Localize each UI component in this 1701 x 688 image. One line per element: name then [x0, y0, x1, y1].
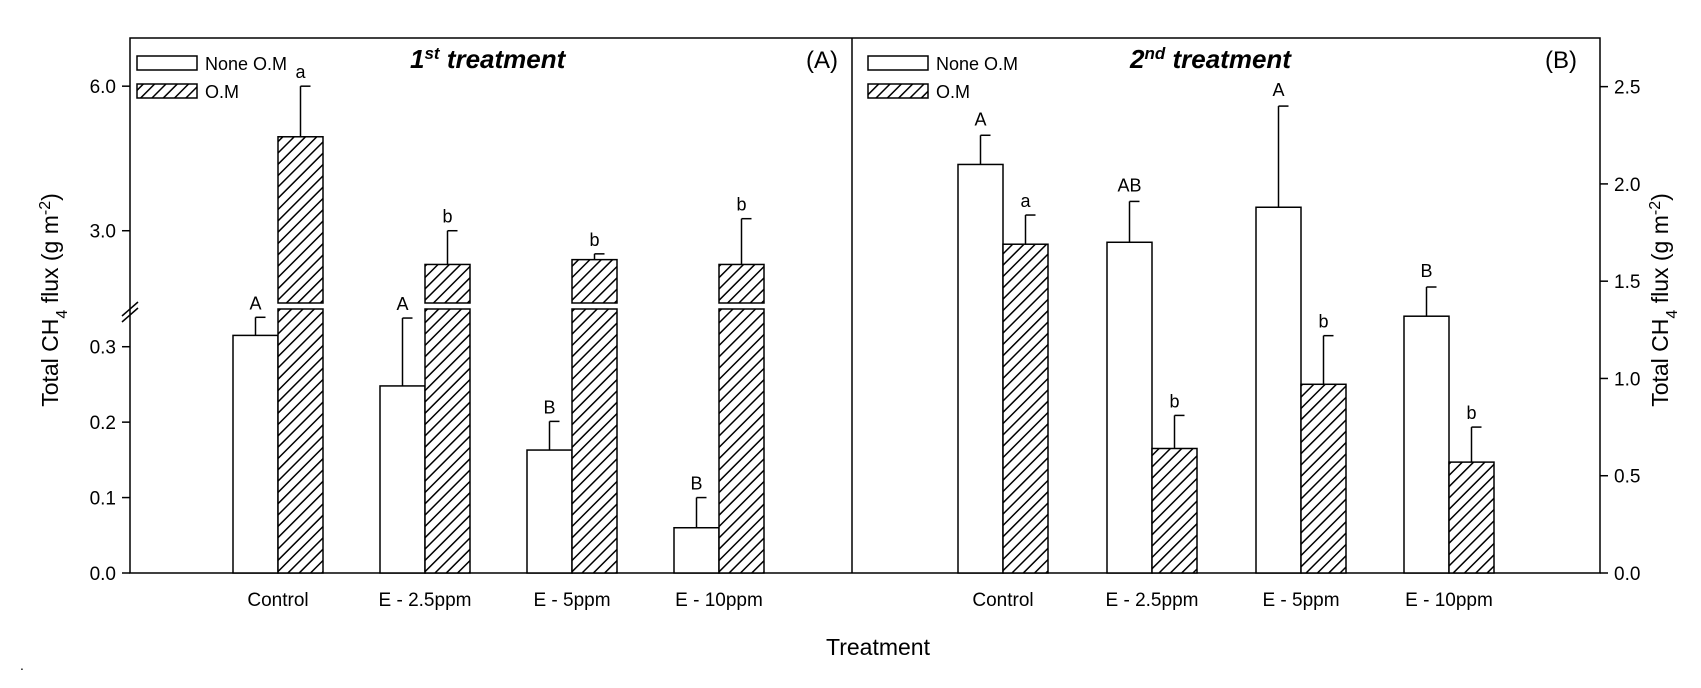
- sig-letter-b-none-om: AB: [1117, 175, 1141, 195]
- sig-letter-a-om: b: [442, 207, 452, 227]
- bar-a-om-upper: [571, 258, 618, 304]
- legend-b-swatch-om: [867, 83, 929, 99]
- axis-break-mark: [121, 307, 139, 323]
- x-category-label-a: Control: [247, 590, 308, 611]
- y-tick-label-right: 0.0: [1614, 564, 1640, 585]
- sig-letter-b-om: b: [1318, 312, 1328, 332]
- sig-letter-b-none-om: A: [974, 109, 986, 129]
- legend-b-label-om: O.M: [936, 82, 970, 102]
- sig-letter-b-none-om: A: [1272, 80, 1284, 100]
- panel-a-title: 1st treatment: [410, 44, 567, 75]
- sig-letter-a-none-om: B: [543, 397, 555, 417]
- legend-b-swatch-none-om: [867, 55, 929, 71]
- bar-a-om-lower: [718, 308, 765, 574]
- bar-a-none-om: [379, 385, 426, 574]
- y-tick-label-left: 0.3: [90, 338, 116, 359]
- bar-b-none-om: [957, 163, 1004, 574]
- panel-b-label: (B): [1545, 47, 1577, 74]
- bar-b-om: [1300, 383, 1347, 574]
- y-axis-title-left: Total CH4 flux (g m-2): [37, 193, 71, 407]
- bar-a-om-lower: [277, 308, 324, 574]
- y-tick-label-right: 1.5: [1614, 272, 1640, 293]
- bar-b-none-om: [1403, 315, 1450, 574]
- bar-b-om: [1151, 447, 1198, 574]
- plot-layer: 0.0 0.1 0.2 0.3 3.0 6.0 0.0 0.5 1.0 1.5 2.0 2.5 Cont…: [90, 37, 1640, 611]
- bar-a-om-lower: [424, 308, 471, 574]
- x-category-label-b: E - 10ppm: [1405, 590, 1493, 611]
- y-tick-label-left: 0.1: [90, 489, 116, 510]
- x-category-label-a: E - 2.5ppm: [379, 590, 472, 611]
- sig-letter-a-none-om: A: [249, 293, 261, 313]
- y-tick-label-left: 0.2: [90, 413, 116, 434]
- legend-a-swatch-none-om: [136, 55, 198, 71]
- bar-b-none-om: [1255, 206, 1302, 574]
- x-axis-title: Treatment: [826, 634, 931, 660]
- bar-a-none-om: [673, 526, 720, 574]
- footnote: .: [20, 657, 24, 673]
- legend-a-label-none-om: None O.M: [205, 54, 287, 74]
- bar-a-om-upper: [277, 136, 324, 304]
- plot-frame: [129, 37, 1601, 574]
- sig-letter-a-none-om: A: [396, 294, 408, 314]
- bar-b-om: [1448, 461, 1495, 574]
- bar-a-om-lower: [571, 308, 618, 574]
- legend-a: None O.M O.M: [136, 54, 287, 102]
- sig-letter-a-om: b: [736, 195, 746, 215]
- bar-a-none-om: [232, 334, 279, 574]
- bar-a-om-upper: [424, 263, 471, 304]
- sig-letter-b-none-om: B: [1420, 261, 1432, 281]
- legend-b-label-none-om: None O.M: [936, 54, 1018, 74]
- sig-letter-b-om: b: [1169, 391, 1179, 411]
- sig-letter-a-om: a: [295, 62, 306, 82]
- legend-a-label-om: O.M: [205, 82, 239, 102]
- y-tick-label-right: 2.5: [1614, 78, 1640, 99]
- legend-a-swatch-om: [136, 83, 198, 99]
- x-category-label-b: E - 5ppm: [1262, 590, 1339, 611]
- sig-letter-a-om: b: [589, 230, 599, 250]
- y-tick-label-right: 1.0: [1614, 369, 1640, 390]
- sig-letter-b-om: a: [1020, 191, 1031, 211]
- y-tick-label-left: 3.0: [90, 222, 116, 243]
- bar-b-none-om: [1106, 241, 1153, 574]
- y-tick-label-left: 0.0: [90, 564, 116, 585]
- axis-break-mark: [121, 301, 139, 317]
- legend-b: None O.M O.M: [867, 54, 1018, 102]
- sig-letter-a-none-om: B: [690, 474, 702, 494]
- y-tick-label-left: 6.0: [90, 77, 116, 98]
- x-category-label-b: E - 2.5ppm: [1106, 590, 1199, 611]
- y-tick-label-right: 0.5: [1614, 467, 1640, 488]
- y-tick-label-right: 2.0: [1614, 175, 1640, 196]
- y-axis-title-right: Total CH4 flux (g m-2): [1647, 193, 1681, 407]
- bar-a-om-upper: [718, 263, 765, 304]
- panel-a-label: (A): [806, 47, 838, 74]
- bar-b-om: [1002, 243, 1049, 574]
- panel-b-title: 2nd treatment: [1129, 44, 1292, 75]
- sig-letter-b-om: b: [1466, 403, 1476, 423]
- x-category-label-a: E - 10ppm: [675, 590, 763, 611]
- x-category-label-b: Control: [972, 590, 1033, 611]
- x-category-label-a: E - 5ppm: [533, 590, 610, 611]
- bar-a-none-om: [526, 449, 573, 574]
